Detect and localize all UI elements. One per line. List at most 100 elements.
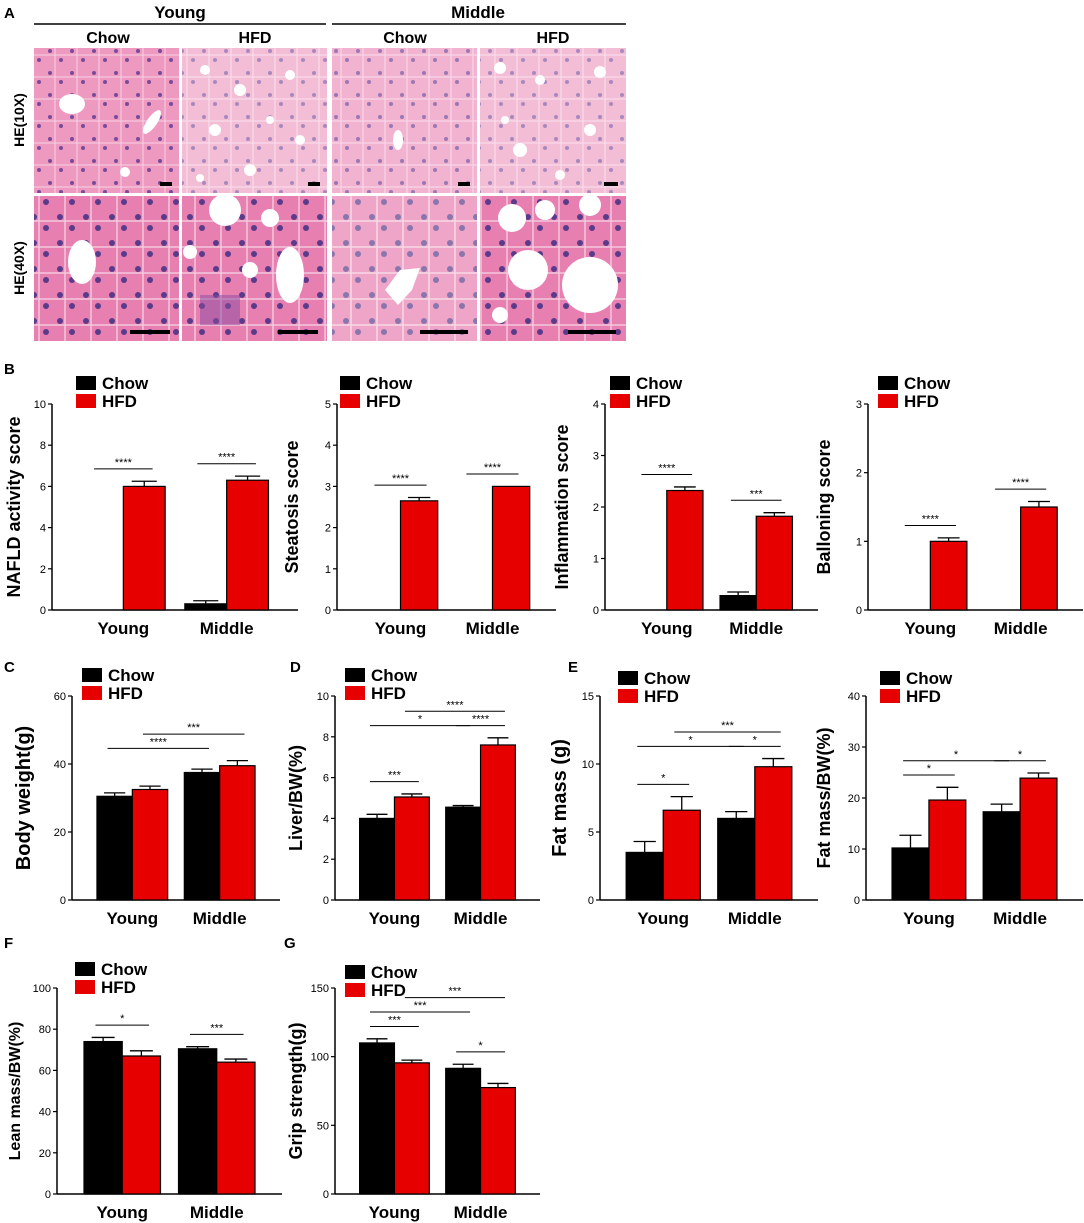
bar-hfd (216, 1061, 256, 1195)
legend-swatch-hfd (618, 689, 638, 703)
bar-chow (83, 1040, 123, 1195)
x-category-label: Young (369, 909, 421, 928)
y-tick-label: 150 (311, 983, 329, 995)
legend-label-hfd: HFD (371, 684, 406, 703)
y-tick-label: 4 (325, 440, 331, 452)
row-label-10x: HE(10X) (11, 93, 27, 147)
micrograph-young-hfd-40x (182, 194, 327, 341)
micrograph-young-hfd-10x (182, 48, 327, 193)
bar-hfd (1019, 777, 1058, 901)
legend-swatch-chow (878, 376, 898, 390)
significance-label: *** (210, 1022, 224, 1034)
bar-chow (183, 771, 221, 901)
bar-chow (982, 811, 1021, 901)
bar-hfd (662, 809, 701, 901)
legend-swatch-hfd (340, 394, 360, 408)
y-tick-label: 15 (582, 691, 594, 703)
bar-hfd (479, 744, 516, 901)
bar-hfd (754, 766, 793, 901)
significance-label: * (120, 1013, 125, 1025)
x-category-label: Young (637, 909, 689, 928)
x-category-label: Middle (193, 909, 247, 928)
significance-label: * (954, 749, 959, 761)
y-tick-label: 0 (593, 605, 599, 617)
significance-label: * (753, 734, 758, 746)
significance-label: * (418, 714, 423, 726)
y-axis-label: Inflammation score (552, 424, 572, 589)
x-category-label: Middle (200, 619, 254, 638)
micrograph-young-chow-10x (34, 48, 179, 193)
scale-bar (160, 182, 172, 186)
y-tick-label: 0 (588, 895, 594, 907)
chart-3: 0 1 2 3 Balloning score Young Middle **** **** Ch… (814, 374, 1083, 638)
micrograph-young-chow-40x (34, 196, 179, 341)
bar-hfd (131, 788, 169, 901)
legend-label-hfd: HFD (904, 392, 939, 411)
x-category-label: Young (98, 619, 150, 638)
y-tick-label: 60 (39, 1065, 51, 1077)
significance-label: **** (472, 714, 490, 726)
significance-label: *** (414, 1000, 428, 1012)
legend-swatch-chow (75, 962, 95, 976)
x-category-label: Young (96, 1203, 148, 1222)
y-tick-label: 2 (325, 523, 331, 535)
significance-label: **** (115, 457, 133, 469)
y-tick-label: 20 (39, 1148, 51, 1160)
bar-hfd (755, 515, 794, 611)
legend-label-hfd: HFD (644, 687, 679, 706)
micrograph-middle-chow-40x (332, 196, 477, 341)
bar-hfd (491, 485, 531, 611)
bar-hfd (929, 540, 968, 611)
legend-swatch-chow (76, 376, 96, 390)
bar-hfd (399, 500, 439, 611)
bar-hfd (666, 489, 704, 611)
panel-letter-b: B (4, 361, 15, 378)
significance-label: **** (658, 463, 676, 475)
bar-hfd (479, 1086, 516, 1195)
panel-letter-f: F (4, 935, 13, 952)
x-category-label: Middle (729, 619, 783, 638)
y-tick-label: 5 (325, 399, 331, 411)
legend-swatch-chow (345, 965, 365, 979)
y-axis-label: Fat mass/BW(%) (814, 727, 834, 868)
significance-label: * (478, 1040, 483, 1052)
y-tick-label: 100 (33, 983, 51, 995)
scale-bar (308, 182, 320, 186)
x-category-label: Young (641, 619, 693, 638)
y-tick-label: 1 (325, 564, 331, 576)
bar-chow (625, 851, 664, 901)
bar-chow (184, 603, 228, 611)
y-tick-label: 6 (323, 773, 329, 785)
bar-chow (717, 817, 756, 901)
bar-hfd (121, 1055, 162, 1195)
col-label-young-chow: Chow (86, 30, 130, 47)
y-tick-label: 100 (311, 1052, 329, 1064)
significance-label: *** (388, 770, 402, 782)
y-axis-label: Grip strength(g) (286, 1023, 306, 1160)
micrograph-middle-hfd-40x (480, 194, 626, 341)
y-tick-label: 2 (593, 502, 599, 514)
legend-swatch-hfd (880, 689, 900, 703)
bar-chow (96, 795, 133, 901)
panel-letter-e: E (568, 659, 578, 676)
y-tick-label: 30 (848, 742, 860, 754)
significance-label: *** (388, 1014, 402, 1026)
scale-bar (130, 330, 170, 334)
y-tick-label: 0 (323, 1189, 329, 1201)
panel-letter-d: D (290, 659, 301, 676)
y-tick-label: 0 (40, 605, 46, 617)
y-tick-label: 80 (39, 1024, 51, 1036)
y-tick-label: 3 (325, 481, 331, 493)
bar-chow (719, 594, 757, 611)
y-tick-label: 50 (317, 1120, 329, 1132)
group-label-middle: Middle (451, 3, 505, 22)
significance-label: *** (449, 986, 463, 998)
bar-hfd (122, 485, 166, 611)
y-axis-label: Body weight(g) (13, 726, 35, 870)
y-axis-label: NAFLD activity score (4, 416, 24, 597)
y-tick-label: 2 (323, 854, 329, 866)
legend-swatch-chow (618, 671, 638, 685)
